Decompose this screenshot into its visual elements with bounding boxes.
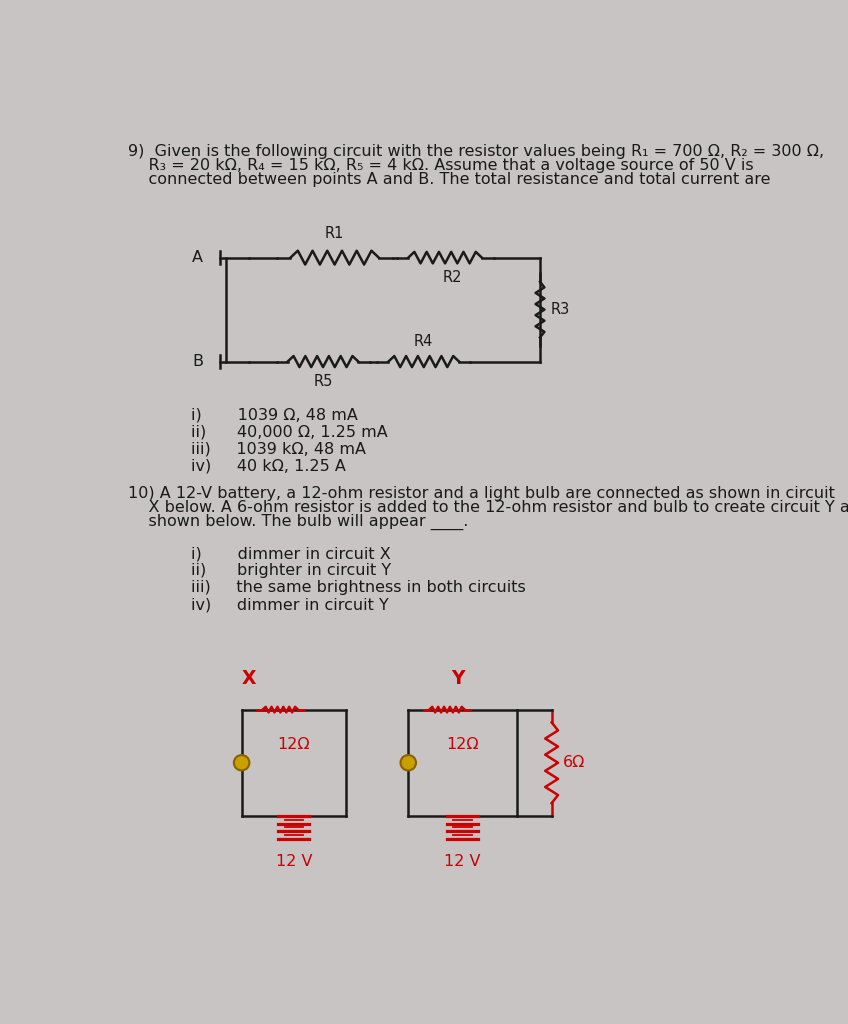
Circle shape [234, 755, 249, 770]
Text: 9)  Given is the following circuit with the resistor values being R₁ = 700 Ω, R₂: 9) Given is the following circuit with t… [128, 144, 823, 160]
Text: R5: R5 [313, 374, 332, 389]
Text: A: A [192, 250, 203, 265]
Text: R2: R2 [443, 270, 462, 285]
Text: ii)      40,000 Ω, 1.25 mA: ii) 40,000 Ω, 1.25 mA [192, 425, 388, 439]
Text: 12 V: 12 V [276, 854, 312, 869]
Text: R₃ = 20 kΩ, R₄ = 15 kΩ, R₅ = 4 kΩ. Assume that a voltage source of 50 V is: R₃ = 20 kΩ, R₄ = 15 kΩ, R₅ = 4 kΩ. Assum… [128, 159, 753, 173]
Text: iv)     dimmer in circuit Y: iv) dimmer in circuit Y [192, 597, 389, 612]
Text: 6Ω: 6Ω [562, 756, 585, 770]
Text: R1: R1 [325, 225, 344, 241]
Text: i)       1039 Ω, 48 mA: i) 1039 Ω, 48 mA [192, 408, 358, 423]
Text: Y: Y [452, 669, 466, 688]
Text: 12 V: 12 V [444, 854, 481, 869]
Text: i)       dimmer in circuit X: i) dimmer in circuit X [192, 547, 391, 561]
Text: connected between points A and B. The total resistance and total current are: connected between points A and B. The to… [128, 172, 770, 187]
Text: 12Ω: 12Ω [446, 736, 479, 752]
Text: 12Ω: 12Ω [277, 736, 310, 752]
Text: iii)     1039 kΩ, 48 mA: iii) 1039 kΩ, 48 mA [192, 441, 366, 457]
Text: ii)      brighter in circuit Y: ii) brighter in circuit Y [192, 563, 392, 579]
Text: X below. A 6-ohm resistor is added to the 12-ohm resistor and bulb to create cir: X below. A 6-ohm resistor is added to th… [128, 500, 848, 515]
Text: iv)     40 kΩ, 1.25 A: iv) 40 kΩ, 1.25 A [192, 459, 346, 473]
Circle shape [400, 755, 416, 770]
Text: R3: R3 [551, 302, 570, 317]
Text: shown below. The bulb will appear ____.: shown below. The bulb will appear ____. [128, 514, 468, 530]
Text: X: X [242, 669, 256, 688]
Text: 10) A 12-V battery, a 12-ohm resistor and a light bulb are connected as shown in: 10) A 12-V battery, a 12-ohm resistor an… [128, 486, 834, 502]
Text: iii)     the same brightness in both circuits: iii) the same brightness in both circuit… [192, 581, 526, 595]
Text: R4: R4 [414, 334, 433, 349]
Text: B: B [192, 354, 203, 369]
